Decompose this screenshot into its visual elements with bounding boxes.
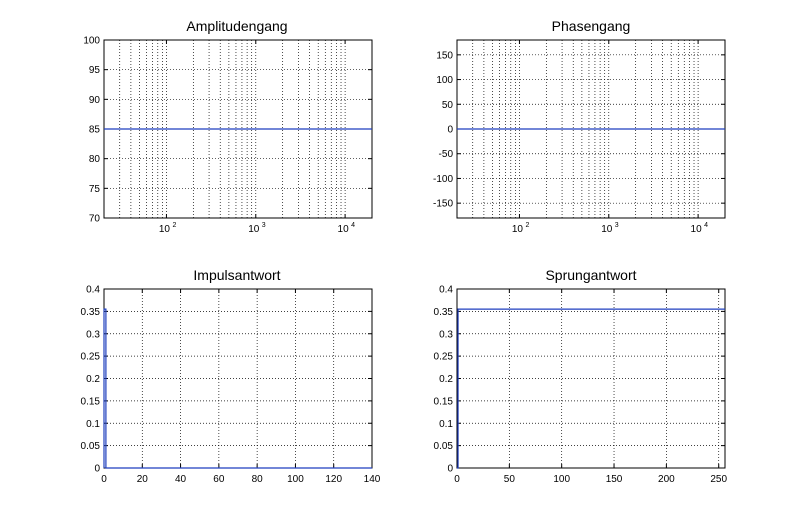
y-tick-label: 75: [89, 184, 101, 195]
y-tick-label: 0.3: [86, 329, 100, 340]
y-tick-label: 100: [436, 75, 453, 86]
y-tick-label: 150: [436, 50, 453, 61]
y-tick-label: 0.25: [434, 352, 454, 363]
x-tick-label: 100: [287, 474, 304, 485]
y-tick-label: -100: [433, 174, 453, 185]
subplot-impulse-response: Impulsantwort 0 0.05 0.1 0.15 0.2 0.25 0.3 0.35…: [81, 267, 381, 485]
y-tick-label: 0.2: [439, 374, 453, 385]
x-tick-label: 140: [364, 474, 381, 485]
x-tick-label: 200: [658, 474, 675, 485]
x-tick-label-base: 10: [601, 224, 613, 235]
y-tick-label: -50: [439, 149, 454, 160]
x-tick-label: 0: [454, 474, 460, 485]
y-tick-label: 80: [89, 154, 101, 165]
y-tick-label: 0.3: [439, 329, 453, 340]
y-tick-label: 95: [89, 65, 101, 76]
y-tick-label: 90: [89, 95, 101, 106]
x-tick-label-exponent: 2: [172, 222, 176, 229]
x-tick-label-base: 10: [159, 224, 171, 235]
y-tick-label: 0.1: [439, 419, 453, 430]
x-tick-label-exponent: 3: [615, 222, 619, 229]
x-tick-label-base: 10: [512, 224, 524, 235]
y-tick-label: 0: [94, 464, 100, 475]
x-tick-label: 60: [213, 474, 225, 485]
x-tick-label: 80: [252, 474, 264, 485]
y-tick-label: 0.35: [434, 307, 454, 318]
y-tick-label: 0.4: [439, 285, 453, 296]
subplot-title: Amplitudengang: [186, 18, 287, 34]
plot-area: [103, 288, 373, 469]
x-tick-label-exponent: 4: [704, 222, 708, 229]
y-tick-label: 0.1: [86, 419, 100, 430]
y-tick-label: 0.35: [81, 307, 101, 318]
series-line: [457, 308, 725, 469]
x-tick-label: 20: [137, 474, 149, 485]
x-tick-label-exponent: 4: [351, 222, 355, 229]
y-tick-label: 85: [89, 125, 101, 136]
x-tick-label-exponent: 2: [525, 222, 529, 229]
y-tick-label: 0.2: [86, 374, 100, 385]
y-tick-label: 0: [447, 464, 453, 475]
y-tick-label: 0.4: [86, 285, 100, 296]
x-tick-label: 100: [553, 474, 570, 485]
y-tick-label: 100: [83, 36, 100, 47]
y-tick-label: 50: [442, 100, 454, 111]
x-tick-label-exponent: 3: [262, 222, 266, 229]
x-tick-label-base: 10: [691, 224, 703, 235]
y-tick-label: 0.05: [434, 441, 454, 452]
y-tick-label: -150: [433, 199, 453, 210]
y-tick-label: 0.15: [81, 396, 101, 407]
x-tick-label-base: 10: [338, 224, 350, 235]
y-tick-label: 0.25: [81, 352, 101, 363]
x-tick-label: 250: [710, 474, 727, 485]
y-tick-label: 70: [89, 214, 101, 225]
x-tick-label: 0: [101, 474, 107, 485]
subplot-title: Sprungantwort: [545, 267, 636, 283]
x-tick-label: 150: [606, 474, 623, 485]
x-tick-label: 120: [325, 474, 342, 485]
y-tick-label: 0.15: [434, 396, 454, 407]
y-tick-label: 0: [447, 125, 453, 136]
series-line: [103, 308, 372, 469]
subplot-title: Phasengang: [552, 18, 631, 34]
plot-area: [456, 288, 726, 469]
subplot-title: Impulsantwort: [193, 267, 280, 283]
subplot-step-response: Sprungantwort 0 0.05 0.1 0.15 0.2 0.25 0.3 0.35…: [434, 267, 728, 485]
x-tick-label-base: 10: [248, 224, 260, 235]
x-tick-label: 50: [504, 474, 516, 485]
x-tick-label: 40: [175, 474, 187, 485]
y-tick-label: 0.05: [81, 441, 101, 452]
